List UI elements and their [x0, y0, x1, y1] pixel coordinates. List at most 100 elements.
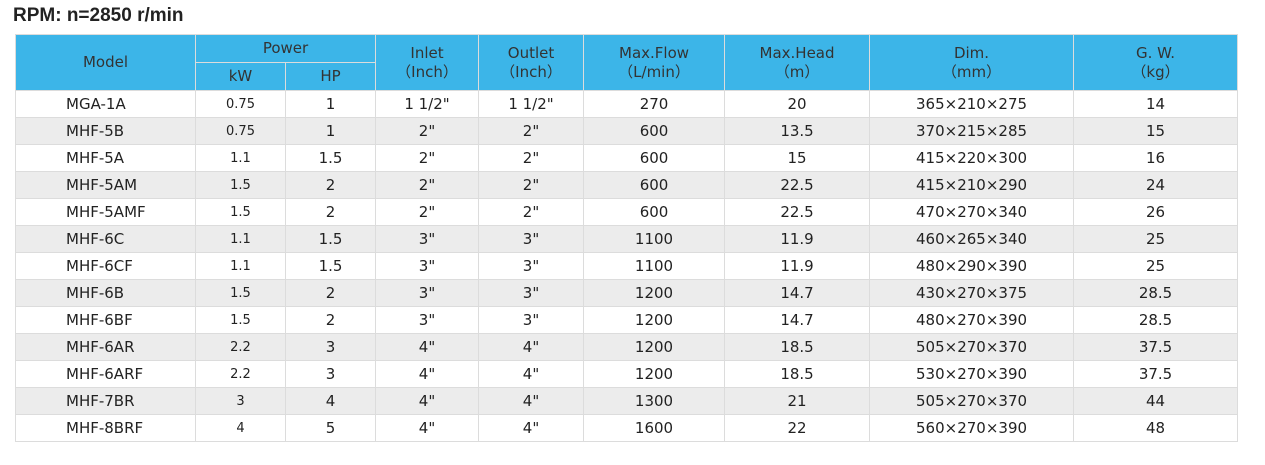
cell-inlet: 4"	[375, 387, 480, 415]
cell-max-head: 15	[724, 144, 871, 172]
cell-max-head: 18.5	[724, 333, 871, 361]
cell-dim: 415×210×290	[869, 171, 1075, 199]
cell-dim: 505×270×370	[869, 333, 1075, 361]
cell-gw: 14	[1073, 90, 1239, 118]
cell-model: MHF-8BRF	[15, 414, 196, 442]
cell-model: MHF-6AR	[15, 333, 196, 361]
header-hp: HP	[284, 62, 377, 91]
cell-max-head: 11.9	[724, 252, 871, 280]
header-inlet: Inlet （Inch）	[375, 34, 480, 91]
cell-inlet: 2"	[375, 117, 480, 145]
cell-hp: 1.5	[284, 225, 377, 253]
cell-dim: 415×220×300	[869, 144, 1075, 172]
cell-gw: 24	[1073, 171, 1239, 199]
cell-hp: 2	[284, 279, 377, 307]
cell-max-head: 14.7	[724, 279, 871, 307]
cell-gw: 37.5	[1073, 333, 1239, 361]
cell-gw: 28.5	[1073, 279, 1239, 307]
cell-model: MHF-5AM	[15, 171, 196, 199]
cell-gw: 25	[1073, 225, 1239, 253]
cell-hp: 1	[284, 117, 377, 145]
cell-hp: 5	[284, 414, 377, 442]
cell-max-flow: 600	[583, 144, 726, 172]
cell-kw: 0.75	[195, 90, 286, 118]
cell-kw: 1.1	[195, 144, 286, 172]
cell-max-head: 22.5	[724, 171, 871, 199]
cell-max-flow: 600	[583, 198, 726, 226]
cell-inlet: 3"	[375, 306, 480, 334]
cell-gw: 44	[1073, 387, 1239, 415]
cell-hp: 2	[284, 306, 377, 334]
cell-dim: 470×270×340	[869, 198, 1075, 226]
cell-max-head: 14.7	[724, 306, 871, 334]
cell-model: MHF-7BR	[15, 387, 196, 415]
header-power: Power	[194, 34, 377, 63]
table-row: MHF-7BR 3 4 4" 4" 1300 21 505×270×370 44	[15, 387, 1239, 415]
cell-outlet: 4"	[478, 360, 585, 388]
header-outlet: Outlet （Inch）	[478, 34, 585, 91]
cell-max-flow: 270	[583, 90, 726, 118]
cell-hp: 2	[284, 171, 377, 199]
table-row: MHF-6ARF 2.2 3 4" 4" 1200 18.5 530×270×390 37.5	[15, 360, 1239, 388]
cell-kw: 2.2	[195, 360, 286, 388]
cell-kw: 1.5	[195, 171, 286, 199]
table-row: MHF-8BRF 4 5 4" 4" 1600 22 560×270×390 48	[15, 414, 1239, 442]
cell-inlet: 3"	[375, 225, 480, 253]
table-row: MHF-5AMF 1.5 2 2" 2" 600 22.5 470×270×340 26	[15, 198, 1239, 226]
cell-outlet: 2"	[478, 117, 585, 145]
cell-outlet: 2"	[478, 144, 585, 172]
table-row: MGA-1A 0.75 1 1 1/2" 1 1/2" 270 20 365×210×275 1…	[15, 90, 1239, 118]
header-gw: G. W. （kg）	[1073, 34, 1239, 91]
cell-gw: 28.5	[1073, 306, 1239, 334]
cell-hp: 3	[284, 333, 377, 361]
cell-hp: 4	[284, 387, 377, 415]
cell-max-head: 11.9	[724, 225, 871, 253]
cell-gw: 15	[1073, 117, 1239, 145]
cell-max-flow: 1600	[583, 414, 726, 442]
cell-kw: 1.1	[195, 252, 286, 280]
header-max-flow: Max.Flow （L/min）	[583, 34, 726, 91]
table-row: MHF-5B 0.75 1 2" 2" 600 13.5 370×215×285 15	[15, 117, 1239, 145]
cell-model: MHF-6ARF	[15, 360, 196, 388]
cell-max-flow: 1200	[583, 333, 726, 361]
cell-max-flow: 600	[583, 117, 726, 145]
cell-max-head: 22.5	[724, 198, 871, 226]
cell-inlet: 1 1/2"	[375, 90, 480, 118]
cell-max-head: 21	[724, 387, 871, 415]
cell-model: MHF-6B	[15, 279, 196, 307]
cell-dim: 365×210×275	[869, 90, 1075, 118]
cell-max-head: 13.5	[724, 117, 871, 145]
cell-outlet: 3"	[478, 279, 585, 307]
cell-max-flow: 600	[583, 171, 726, 199]
cell-kw: 4	[195, 414, 286, 442]
cell-hp: 1.5	[284, 252, 377, 280]
cell-kw: 1.5	[195, 306, 286, 334]
cell-model: MHF-6BF	[15, 306, 196, 334]
cell-inlet: 2"	[375, 144, 480, 172]
cell-max-flow: 1200	[583, 360, 726, 388]
cell-inlet: 2"	[375, 198, 480, 226]
cell-dim: 480×290×390	[869, 252, 1075, 280]
cell-outlet: 1 1/2"	[478, 90, 585, 118]
cell-dim: 560×270×390	[869, 414, 1075, 442]
cell-outlet: 3"	[478, 252, 585, 280]
cell-gw: 26	[1073, 198, 1239, 226]
table-row: MHF-6B 1.5 2 3" 3" 1200 14.7 430×270×375 28.5	[15, 279, 1239, 307]
cell-kw: 1.1	[195, 225, 286, 253]
cell-model: MGA-1A	[15, 90, 196, 118]
cell-max-flow: 1200	[583, 279, 726, 307]
cell-outlet: 3"	[478, 306, 585, 334]
cell-kw: 1.5	[195, 198, 286, 226]
table-row: MHF-6C 1.1 1.5 3" 3" 1100 11.9 460×265×340 25	[15, 225, 1239, 253]
cell-dim: 430×270×375	[869, 279, 1075, 307]
cell-max-flow: 1100	[583, 252, 726, 280]
cell-gw: 37.5	[1073, 360, 1239, 388]
cell-outlet: 2"	[478, 198, 585, 226]
header-kw: kW	[195, 62, 286, 91]
table-row: MHF-5AM 1.5 2 2" 2" 600 22.5 415×210×290 24	[15, 171, 1239, 199]
cell-max-head: 22	[724, 414, 871, 442]
cell-outlet: 3"	[478, 225, 585, 253]
cell-inlet: 4"	[375, 333, 480, 361]
cell-dim: 505×270×370	[869, 387, 1075, 415]
cell-max-flow: 1100	[583, 225, 726, 253]
